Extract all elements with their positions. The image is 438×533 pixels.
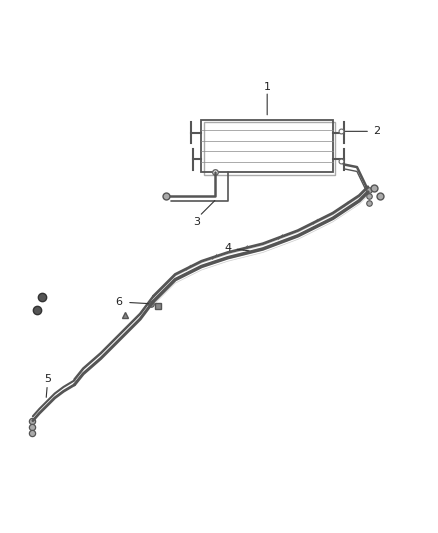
Text: 5: 5: [44, 374, 51, 384]
Text: 1: 1: [264, 82, 271, 92]
Bar: [201, 120, 333, 172]
Text: 3: 3: [194, 217, 201, 227]
Text: 4: 4: [224, 243, 231, 253]
Text: 2: 2: [373, 126, 380, 136]
Text: 6: 6: [116, 297, 123, 308]
Bar: [204, 122, 335, 174]
